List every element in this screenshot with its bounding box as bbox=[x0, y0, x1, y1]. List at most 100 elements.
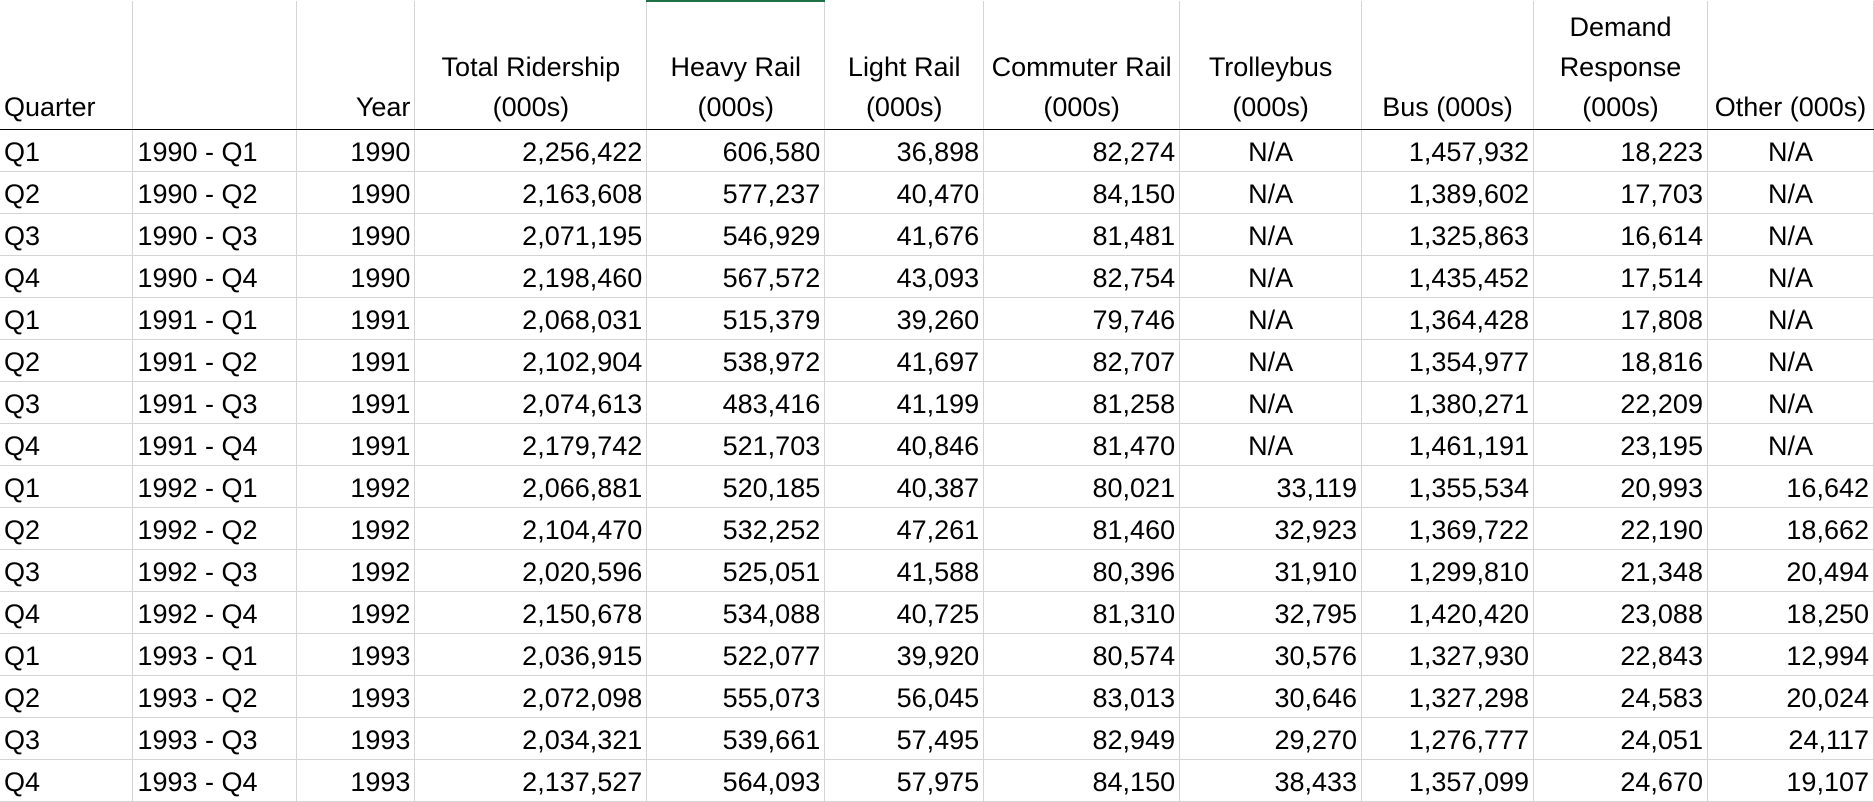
commuter-rail-cell[interactable]: 84,150 bbox=[983, 759, 1181, 802]
header-bus[interactable]: Bus (000s) bbox=[1361, 1, 1535, 130]
heavy-rail-cell[interactable]: 532,252 bbox=[646, 507, 826, 550]
heavy-rail-cell[interactable]: 521,703 bbox=[646, 423, 826, 466]
heavy-rail-cell[interactable]: 564,093 bbox=[646, 759, 826, 802]
other-cell[interactable]: N/A bbox=[1707, 255, 1874, 298]
total-ridership-cell[interactable]: 2,179,742 bbox=[414, 423, 648, 466]
bus-cell[interactable]: 1,276,777 bbox=[1361, 717, 1535, 760]
light-rail-cell[interactable]: 36,898 bbox=[824, 129, 985, 172]
light-rail-cell[interactable]: 41,676 bbox=[824, 213, 985, 256]
quarter-cell[interactable]: Q3 bbox=[0, 213, 134, 256]
trolleybus-cell[interactable]: 29,270 bbox=[1179, 717, 1363, 760]
header-light-rail[interactable]: Light Rail (000s) bbox=[824, 1, 985, 130]
total-ridership-cell[interactable]: 2,066,881 bbox=[414, 465, 648, 508]
commuter-rail-cell[interactable]: 82,707 bbox=[983, 339, 1181, 382]
year-cell[interactable]: 1993 bbox=[296, 675, 416, 718]
total-ridership-cell[interactable]: 2,150,678 bbox=[414, 591, 648, 634]
bus-cell[interactable]: 1,354,977 bbox=[1361, 339, 1535, 382]
year-cell[interactable]: 1993 bbox=[296, 759, 416, 802]
trolleybus-cell[interactable]: N/A bbox=[1179, 255, 1363, 298]
heavy-rail-cell[interactable]: 483,416 bbox=[646, 381, 826, 424]
year-cell[interactable]: 1990 bbox=[296, 171, 416, 214]
trolleybus-cell[interactable]: N/A bbox=[1179, 213, 1363, 256]
trolleybus-cell[interactable]: N/A bbox=[1179, 339, 1363, 382]
heavy-rail-cell[interactable]: 567,572 bbox=[646, 255, 826, 298]
period-cell[interactable]: 1993 - Q2 bbox=[132, 675, 298, 718]
other-cell[interactable]: 18,662 bbox=[1707, 507, 1874, 550]
light-rail-cell[interactable]: 40,725 bbox=[824, 591, 985, 634]
commuter-rail-cell[interactable]: 81,460 bbox=[983, 507, 1181, 550]
bus-cell[interactable]: 1,389,602 bbox=[1361, 171, 1535, 214]
other-cell[interactable]: 12,994 bbox=[1707, 633, 1874, 676]
other-cell[interactable]: 20,494 bbox=[1707, 549, 1874, 592]
total-ridership-cell[interactable]: 2,020,596 bbox=[414, 549, 648, 592]
commuter-rail-cell[interactable]: 83,013 bbox=[983, 675, 1181, 718]
heavy-rail-cell[interactable]: 515,379 bbox=[646, 297, 826, 340]
other-cell[interactable]: N/A bbox=[1707, 423, 1874, 466]
other-cell[interactable]: N/A bbox=[1707, 381, 1874, 424]
bus-cell[interactable]: 1,435,452 bbox=[1361, 255, 1535, 298]
commuter-rail-cell[interactable]: 82,949 bbox=[983, 717, 1181, 760]
total-ridership-cell[interactable]: 2,068,031 bbox=[414, 297, 648, 340]
quarter-cell[interactable]: Q4 bbox=[0, 591, 134, 634]
quarter-cell[interactable]: Q3 bbox=[0, 549, 134, 592]
trolleybus-cell[interactable]: 31,910 bbox=[1179, 549, 1363, 592]
commuter-rail-cell[interactable]: 79,746 bbox=[983, 297, 1181, 340]
demand-response-cell[interactable]: 18,223 bbox=[1533, 129, 1708, 172]
other-cell[interactable]: 19,107 bbox=[1707, 759, 1874, 802]
trolleybus-cell[interactable]: 32,923 bbox=[1179, 507, 1363, 550]
quarter-cell[interactable]: Q3 bbox=[0, 381, 134, 424]
year-cell[interactable]: 1992 bbox=[296, 591, 416, 634]
light-rail-cell[interactable]: 40,387 bbox=[824, 465, 985, 508]
other-cell[interactable]: N/A bbox=[1707, 213, 1874, 256]
bus-cell[interactable]: 1,299,810 bbox=[1361, 549, 1535, 592]
period-cell[interactable]: 1993 - Q1 bbox=[132, 633, 298, 676]
period-cell[interactable]: 1991 - Q4 bbox=[132, 423, 298, 466]
period-cell[interactable]: 1993 - Q3 bbox=[132, 717, 298, 760]
other-cell[interactable]: 16,642 bbox=[1707, 465, 1874, 508]
total-ridership-cell[interactable]: 2,104,470 bbox=[414, 507, 648, 550]
year-cell[interactable]: 1990 bbox=[296, 255, 416, 298]
header-other[interactable]: Other (000s) bbox=[1707, 1, 1874, 130]
light-rail-cell[interactable]: 41,697 bbox=[824, 339, 985, 382]
total-ridership-cell[interactable]: 2,102,904 bbox=[414, 339, 648, 382]
quarter-cell[interactable]: Q1 bbox=[0, 297, 134, 340]
heavy-rail-cell[interactable]: 538,972 bbox=[646, 339, 826, 382]
heavy-rail-cell[interactable]: 539,661 bbox=[646, 717, 826, 760]
bus-cell[interactable]: 1,380,271 bbox=[1361, 381, 1535, 424]
demand-response-cell[interactable]: 16,614 bbox=[1533, 213, 1708, 256]
year-cell[interactable]: 1991 bbox=[296, 423, 416, 466]
bus-cell[interactable]: 1,327,298 bbox=[1361, 675, 1535, 718]
commuter-rail-cell[interactable]: 81,310 bbox=[983, 591, 1181, 634]
period-cell[interactable]: 1990 - Q3 bbox=[132, 213, 298, 256]
total-ridership-cell[interactable]: 2,198,460 bbox=[414, 255, 648, 298]
other-cell[interactable]: 24,117 bbox=[1707, 717, 1874, 760]
bus-cell[interactable]: 1,369,722 bbox=[1361, 507, 1535, 550]
light-rail-cell[interactable]: 41,588 bbox=[824, 549, 985, 592]
demand-response-cell[interactable]: 17,703 bbox=[1533, 171, 1708, 214]
commuter-rail-cell[interactable]: 80,021 bbox=[983, 465, 1181, 508]
year-cell[interactable]: 1992 bbox=[296, 465, 416, 508]
commuter-rail-cell[interactable]: 81,470 bbox=[983, 423, 1181, 466]
trolleybus-cell[interactable]: N/A bbox=[1179, 381, 1363, 424]
bus-cell[interactable]: 1,357,099 bbox=[1361, 759, 1535, 802]
other-cell[interactable]: N/A bbox=[1707, 129, 1874, 172]
heavy-rail-cell[interactable]: 522,077 bbox=[646, 633, 826, 676]
demand-response-cell[interactable]: 23,088 bbox=[1533, 591, 1708, 634]
light-rail-cell[interactable]: 57,975 bbox=[824, 759, 985, 802]
trolleybus-cell[interactable]: 38,433 bbox=[1179, 759, 1363, 802]
light-rail-cell[interactable]: 39,920 bbox=[824, 633, 985, 676]
demand-response-cell[interactable]: 22,843 bbox=[1533, 633, 1708, 676]
light-rail-cell[interactable]: 41,199 bbox=[824, 381, 985, 424]
period-cell[interactable]: 1991 - Q1 bbox=[132, 297, 298, 340]
total-ridership-cell[interactable]: 2,074,613 bbox=[414, 381, 648, 424]
light-rail-cell[interactable]: 47,261 bbox=[824, 507, 985, 550]
demand-response-cell[interactable]: 23,195 bbox=[1533, 423, 1708, 466]
demand-response-cell[interactable]: 24,670 bbox=[1533, 759, 1708, 802]
period-cell[interactable]: 1992 - Q3 bbox=[132, 549, 298, 592]
heavy-rail-cell[interactable]: 546,929 bbox=[646, 213, 826, 256]
header-commuter-rail[interactable]: Commuter Rail (000s) bbox=[983, 1, 1181, 130]
period-cell[interactable]: 1990 - Q1 bbox=[132, 129, 298, 172]
light-rail-cell[interactable]: 57,495 bbox=[824, 717, 985, 760]
bus-cell[interactable]: 1,461,191 bbox=[1361, 423, 1535, 466]
heavy-rail-cell[interactable]: 555,073 bbox=[646, 675, 826, 718]
